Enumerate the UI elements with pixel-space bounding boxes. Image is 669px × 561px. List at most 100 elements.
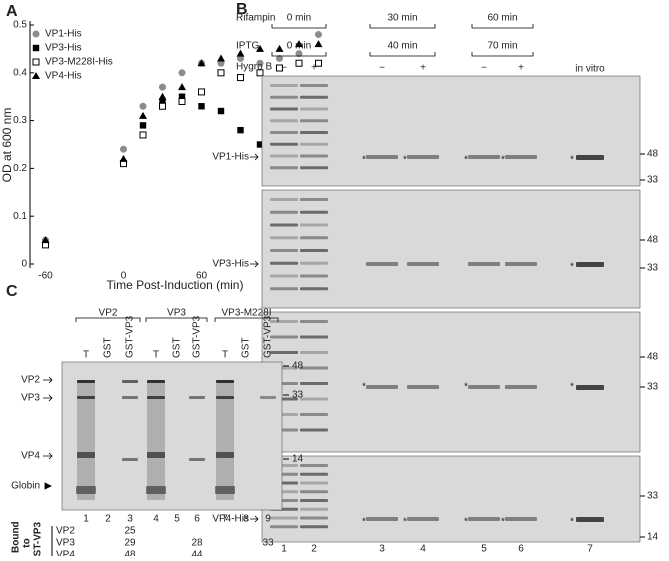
- row-label: VP3: [56, 538, 75, 549]
- gel-band: [270, 107, 298, 111]
- arrow: [44, 482, 52, 490]
- gel-band: [270, 131, 298, 134]
- gel-band: [270, 516, 298, 520]
- lane-number: 2: [105, 514, 111, 525]
- gel-band: [407, 517, 439, 521]
- group-label: 0 min: [287, 13, 311, 24]
- row-label: VP4: [56, 550, 75, 556]
- asterisk: *: [464, 155, 468, 166]
- gel-band: [270, 287, 298, 291]
- gel-band: [270, 198, 298, 201]
- lane-label: T: [83, 350, 89, 361]
- point: [119, 154, 128, 162]
- gel-band: [366, 155, 398, 159]
- gel-band: [300, 261, 328, 265]
- gel-band: [270, 166, 298, 170]
- lane-number: 9: [265, 514, 271, 525]
- gel-band: [76, 486, 96, 494]
- gel-band: [300, 490, 328, 494]
- point: [159, 83, 166, 91]
- size-marker: 33: [647, 263, 659, 274]
- sign: −: [281, 63, 287, 74]
- gel-band: [300, 397, 328, 401]
- gel-band: [270, 274, 298, 278]
- point: [256, 69, 264, 77]
- gel-label: VP3-His: [212, 259, 249, 270]
- gel-band: [468, 517, 500, 521]
- protein-label: VP3: [21, 393, 40, 404]
- gel-band: [300, 335, 328, 339]
- gel-band: [122, 380, 138, 383]
- gel-band: [189, 396, 205, 399]
- gel-band: [300, 142, 328, 146]
- row-label: IPTG: [236, 41, 260, 52]
- row-label: VP2: [56, 526, 75, 537]
- gel-label: VP1-His: [212, 152, 249, 163]
- gel-band: [147, 396, 165, 399]
- gel-band: [576, 262, 604, 267]
- point: [178, 97, 186, 105]
- point: [295, 40, 303, 48]
- point: [295, 50, 303, 58]
- y-tick-label: 0.3: [13, 115, 27, 126]
- bracket: [214, 317, 279, 322]
- row-label: Hygro B: [236, 62, 272, 73]
- gel-smear: [77, 380, 95, 500]
- gel-band: [215, 486, 235, 494]
- gel-band: [216, 452, 234, 458]
- gel-band: [576, 155, 604, 160]
- point: [159, 98, 166, 105]
- gel-band: [300, 287, 328, 291]
- point: [217, 107, 225, 115]
- arrow: [43, 376, 53, 384]
- point: [314, 40, 323, 48]
- table-cell: 48: [124, 550, 136, 556]
- gel-band: [468, 155, 500, 159]
- gel-band: [300, 382, 328, 385]
- arrow: [43, 452, 53, 460]
- size-marker: 48: [647, 235, 659, 246]
- gel-band: [300, 274, 328, 278]
- size-marker: 14: [292, 454, 304, 465]
- lane-label: GST-VP3: [263, 315, 274, 358]
- lane-number: 7: [587, 544, 593, 555]
- bracket: [369, 24, 436, 29]
- protein-label: VP2: [21, 375, 40, 386]
- gel-band: [122, 458, 138, 461]
- lane-label: GST: [241, 337, 252, 358]
- table-cell: 25: [124, 526, 136, 537]
- gel-band: [300, 249, 328, 252]
- gel-band: [216, 396, 234, 399]
- gel-band: [300, 413, 328, 416]
- gel-band: [270, 119, 298, 123]
- point: [315, 31, 322, 39]
- gel-band: [300, 154, 328, 158]
- gel-band: [147, 452, 165, 458]
- lane-label: GST-VP3: [125, 315, 136, 358]
- legend-label: VP4-His: [45, 71, 82, 82]
- group-label: VP2: [99, 308, 118, 319]
- group-label: 30 min: [387, 13, 417, 24]
- sign: +: [311, 63, 317, 74]
- gel-band: [270, 210, 298, 214]
- lane-number: 1: [83, 514, 89, 525]
- size-marker: 33: [292, 390, 304, 401]
- group-label: 0 min: [287, 41, 311, 52]
- gel-band: [300, 499, 328, 502]
- legend-marker: [32, 44, 40, 52]
- point: [217, 54, 225, 62]
- arrow: [250, 260, 259, 268]
- point: [139, 111, 147, 119]
- point: [237, 74, 244, 82]
- lane-number: 6: [518, 544, 524, 555]
- asterisk: *: [362, 155, 366, 166]
- point: [198, 103, 205, 110]
- table-title: GST-VP3: [33, 521, 44, 556]
- gel-band: [300, 107, 328, 111]
- point: [198, 88, 205, 96]
- point: [275, 44, 284, 52]
- point: [217, 69, 225, 77]
- gel-band: [300, 464, 328, 467]
- gel-band: [300, 223, 328, 227]
- x-tick-label: 0: [121, 271, 127, 282]
